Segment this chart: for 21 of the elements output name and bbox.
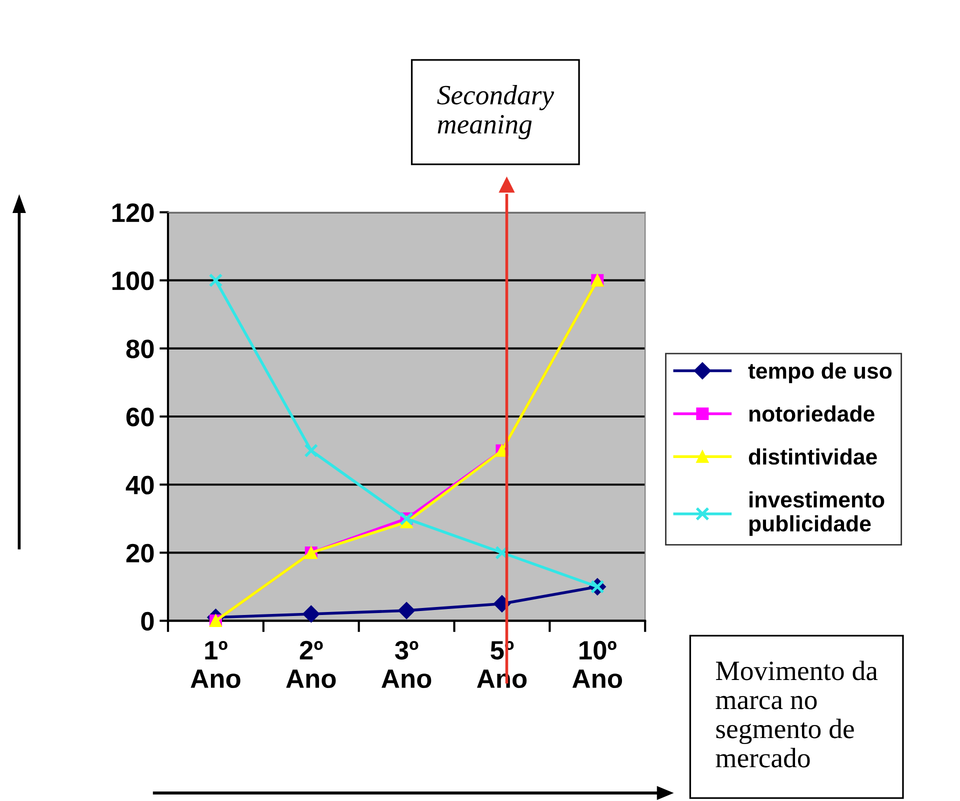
point	[302, 605, 320, 623]
legend-label: tempo de uso	[748, 362, 892, 384]
x-tick-label: 1º Ano	[190, 641, 240, 688]
point	[304, 444, 318, 458]
point	[208, 273, 223, 288]
y-tick-label: 20	[126, 544, 154, 563]
legend-label: investimento publicidade	[749, 491, 884, 536]
y-tick-label: 40	[126, 476, 154, 494]
point	[398, 602, 416, 620]
x-tick-label: 10º Ano	[572, 640, 622, 688]
legend-label: distintividae	[748, 448, 877, 465]
y-tick-label: 120	[112, 203, 154, 222]
y-tick-label: 0	[141, 612, 154, 631]
legend-label: notoriedade	[749, 405, 874, 422]
x-tick-label: 3º Ano	[382, 640, 432, 688]
x-tick-label: 2º Ano	[286, 640, 336, 688]
y-tick-label: 100	[112, 271, 154, 290]
y-tick-label: 80	[126, 340, 154, 358]
y-tick-label: 60	[126, 408, 154, 426]
text: Movimento da marca no segmento de mercado	[716, 660, 878, 768]
text: Secondary meaning	[437, 84, 554, 140]
